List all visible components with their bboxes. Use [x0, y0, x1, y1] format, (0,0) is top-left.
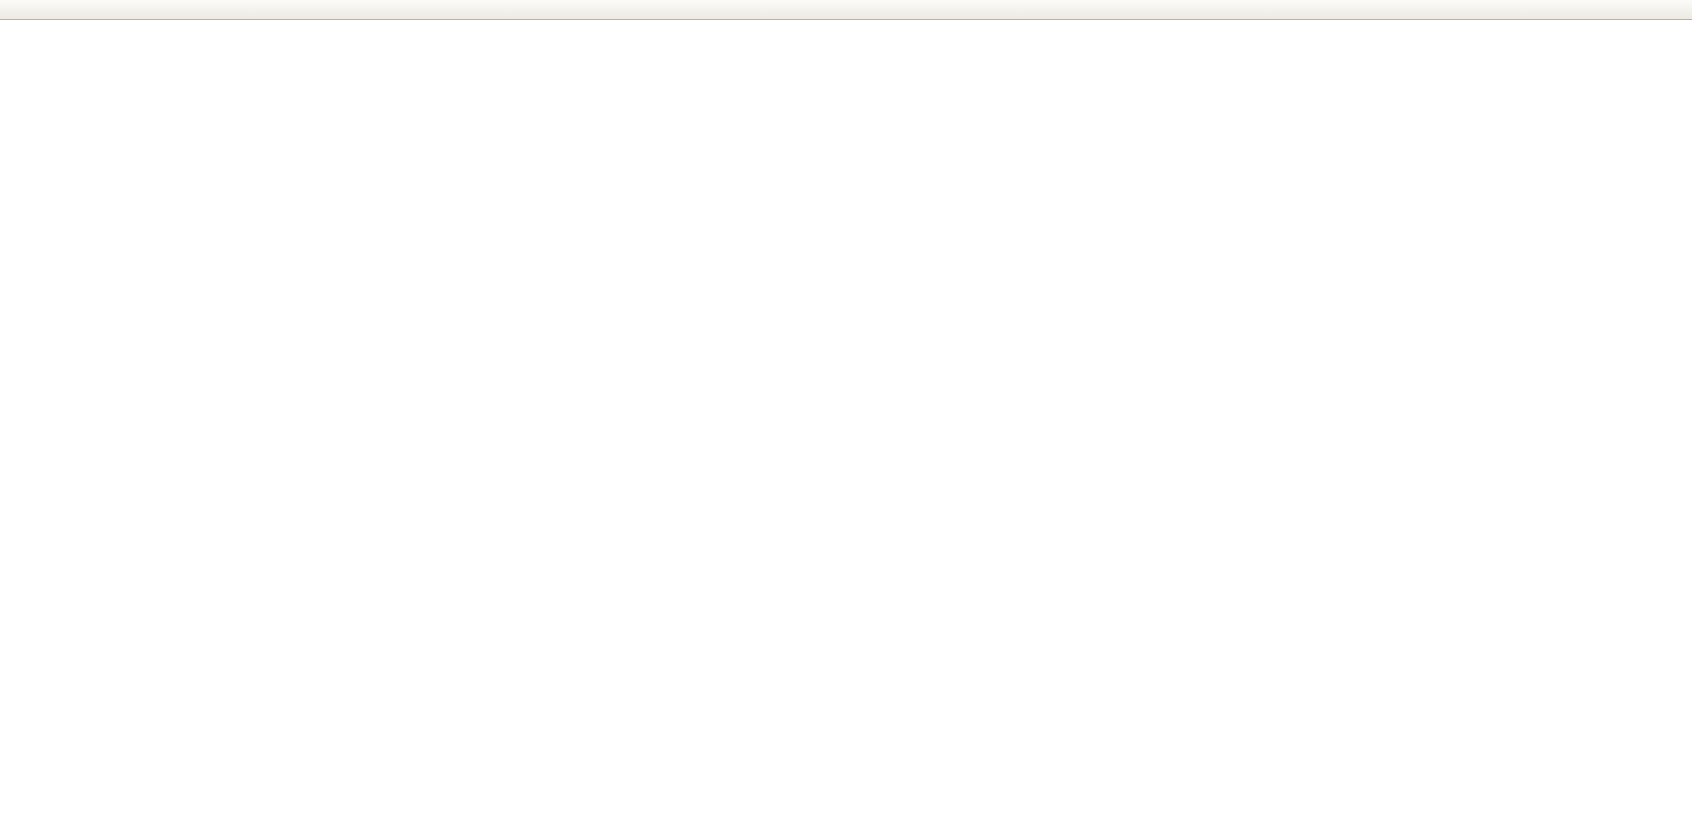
toolbar: [0, 0, 1692, 20]
date-axis[interactable]: [0, 818, 1628, 836]
price-axis[interactable]: [1629, 19, 1692, 836]
